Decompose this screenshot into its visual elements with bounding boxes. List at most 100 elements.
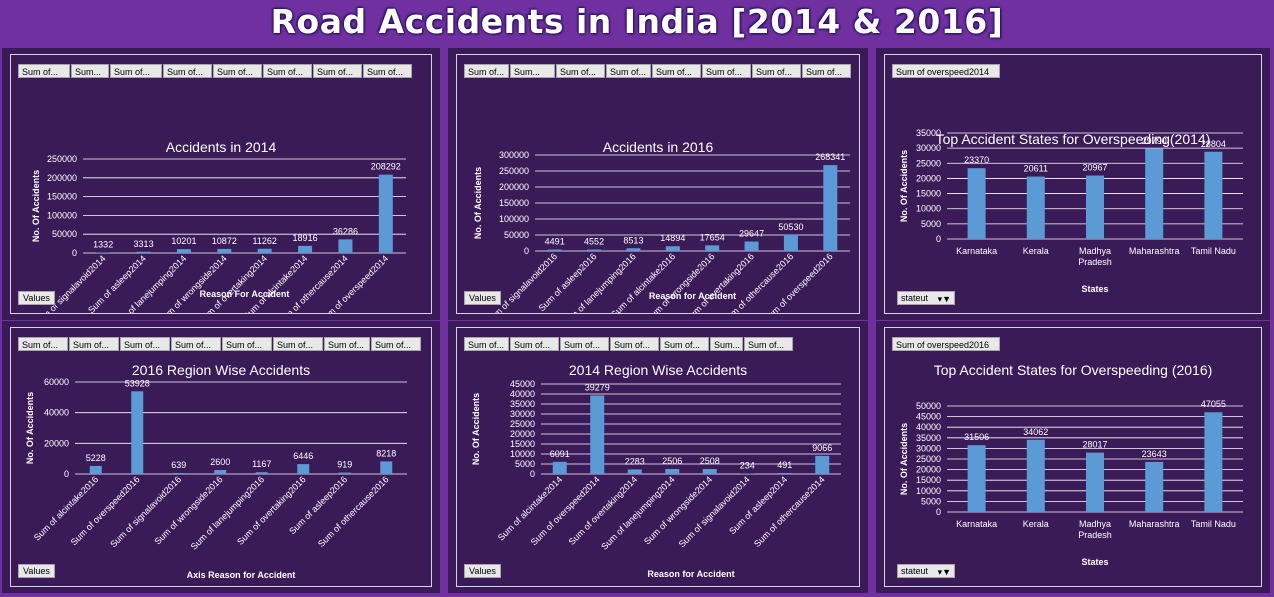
bar[interactable] — [378, 174, 393, 253]
bar[interactable] — [777, 473, 792, 474]
bar[interactable] — [740, 473, 755, 475]
field-button[interactable]: Sum of... — [610, 337, 659, 351]
field-button[interactable]: Sum of... — [163, 64, 212, 78]
field-button[interactable]: Sum of... — [313, 64, 362, 78]
bar[interactable] — [1086, 452, 1104, 512]
field-button-row: Sum of... Sum of... Sum of... Sum of... Sum … — [464, 337, 794, 351]
bar[interactable] — [1086, 175, 1104, 239]
field-button[interactable]: Sum of... — [371, 337, 421, 351]
bar[interactable] — [338, 472, 351, 474]
values-button[interactable]: Values — [464, 564, 501, 578]
field-button[interactable]: Sum... — [710, 337, 743, 351]
field-button[interactable]: Sum of overspeed2016 — [892, 337, 1000, 351]
field-button[interactable]: Sum of... — [273, 337, 323, 351]
field-button[interactable]: Sum of... — [510, 337, 559, 351]
field-button[interactable]: Sum of... — [363, 64, 412, 78]
bar[interactable] — [967, 168, 986, 239]
bar[interactable] — [298, 245, 313, 253]
bar[interactable] — [1145, 461, 1164, 512]
field-button[interactable]: Sum of overspeed2014 — [892, 64, 1000, 78]
field-button[interactable]: Sum of... — [606, 64, 651, 78]
bar[interactable] — [626, 248, 641, 251]
field-button[interactable]: Sum of... — [213, 64, 262, 78]
y-tick-label: 15000 — [916, 475, 941, 485]
field-button[interactable]: Sum of... — [560, 337, 609, 351]
bar[interactable] — [255, 472, 268, 474]
y-tick-label: 50000 — [916, 401, 941, 411]
bar[interactable] — [172, 473, 185, 474]
bar[interactable] — [338, 239, 353, 253]
chart-states-2016: Top Accident States for Overspeeding (20… — [899, 362, 1243, 567]
field-button[interactable]: Sum of... — [556, 64, 605, 78]
bar[interactable] — [665, 246, 680, 251]
bar[interactable] — [702, 468, 717, 474]
bar[interactable] — [257, 248, 272, 253]
bar[interactable] — [1204, 412, 1223, 512]
bar[interactable] — [214, 470, 227, 474]
x-tick-label: Sum of lanejumping2016 — [189, 474, 266, 551]
field-button[interactable]: Sum of... — [263, 64, 312, 78]
bar[interactable] — [783, 234, 798, 251]
field-button[interactable]: Sum of... — [120, 337, 170, 351]
y-tick-label: 250000 — [499, 166, 529, 176]
y-tick-label: 200000 — [499, 182, 529, 192]
bar[interactable] — [217, 248, 232, 253]
bar[interactable] — [705, 245, 720, 251]
y-tick-label: 10000 — [510, 449, 535, 459]
x-tick-label: Sum of overspeed2016 — [762, 251, 835, 313]
bar[interactable] — [627, 469, 642, 474]
bar[interactable] — [590, 395, 605, 474]
bar[interactable] — [96, 252, 111, 253]
stateut-filter-button[interactable]: stateut ▾▼ — [897, 291, 955, 305]
y-tick-label: 25000 — [916, 158, 941, 168]
field-button[interactable]: Sum of... — [110, 64, 162, 78]
x-tick-label: Sum of overtaking2014 — [567, 474, 640, 547]
field-button[interactable]: Sum of... — [652, 64, 701, 78]
bar[interactable] — [1026, 176, 1045, 239]
bar[interactable] — [587, 249, 602, 251]
field-button[interactable]: Sum of... — [171, 337, 221, 351]
values-button[interactable]: Values — [464, 291, 501, 305]
y-tick-label: 250000 — [47, 154, 77, 164]
field-button[interactable]: Sum... — [510, 64, 555, 78]
bar[interactable] — [136, 251, 151, 253]
bar[interactable] — [665, 468, 680, 474]
field-button[interactable]: Sum of... — [69, 337, 119, 351]
field-button[interactable]: Sum of... — [222, 337, 272, 351]
values-button[interactable]: Values — [18, 564, 55, 578]
bar[interactable] — [552, 461, 567, 474]
bar[interactable] — [176, 249, 191, 253]
data-label: 23643 — [1142, 449, 1167, 459]
bar[interactable] — [967, 445, 986, 512]
values-button[interactable]: Values — [18, 291, 55, 305]
bar[interactable] — [823, 165, 838, 251]
bar[interactable] — [1204, 151, 1223, 239]
field-button[interactable]: Sum of... — [324, 337, 370, 351]
bar[interactable] — [744, 241, 759, 251]
field-button[interactable]: Sum of... — [752, 64, 801, 78]
field-button[interactable]: Sum of... — [18, 337, 68, 351]
bar[interactable] — [1026, 439, 1045, 512]
field-button[interactable]: Sum of... — [660, 337, 709, 351]
bar[interactable] — [89, 465, 102, 474]
stateut-filter-button[interactable]: stateut ▾▼ — [897, 564, 955, 578]
field-button[interactable]: Sum of... — [464, 337, 509, 351]
field-button[interactable]: Sum... — [71, 64, 109, 78]
data-label: 50530 — [778, 222, 803, 232]
bar[interactable] — [815, 455, 830, 474]
data-label: 39279 — [585, 382, 610, 392]
bar[interactable] — [131, 391, 144, 474]
field-button[interactable]: Sum of... — [18, 64, 70, 78]
field-button[interactable]: Sum of... — [744, 337, 793, 351]
chart-title: 2014 Region Wise Accidents — [569, 362, 747, 378]
field-button[interactable]: Sum of... — [702, 64, 751, 78]
chart-frame: Sum of overspeed2014 Top Accident States… — [884, 54, 1262, 314]
bar[interactable] — [1145, 148, 1164, 239]
bar[interactable] — [380, 461, 393, 474]
bar[interactable] — [297, 464, 310, 474]
bar[interactable] — [547, 249, 562, 251]
x-tick-label: Sum of othercause2016 — [316, 474, 391, 549]
y-tick-label: 30000 — [510, 409, 535, 419]
field-button[interactable]: Sum of... — [802, 64, 851, 78]
field-button[interactable]: Sum of... — [464, 64, 509, 78]
